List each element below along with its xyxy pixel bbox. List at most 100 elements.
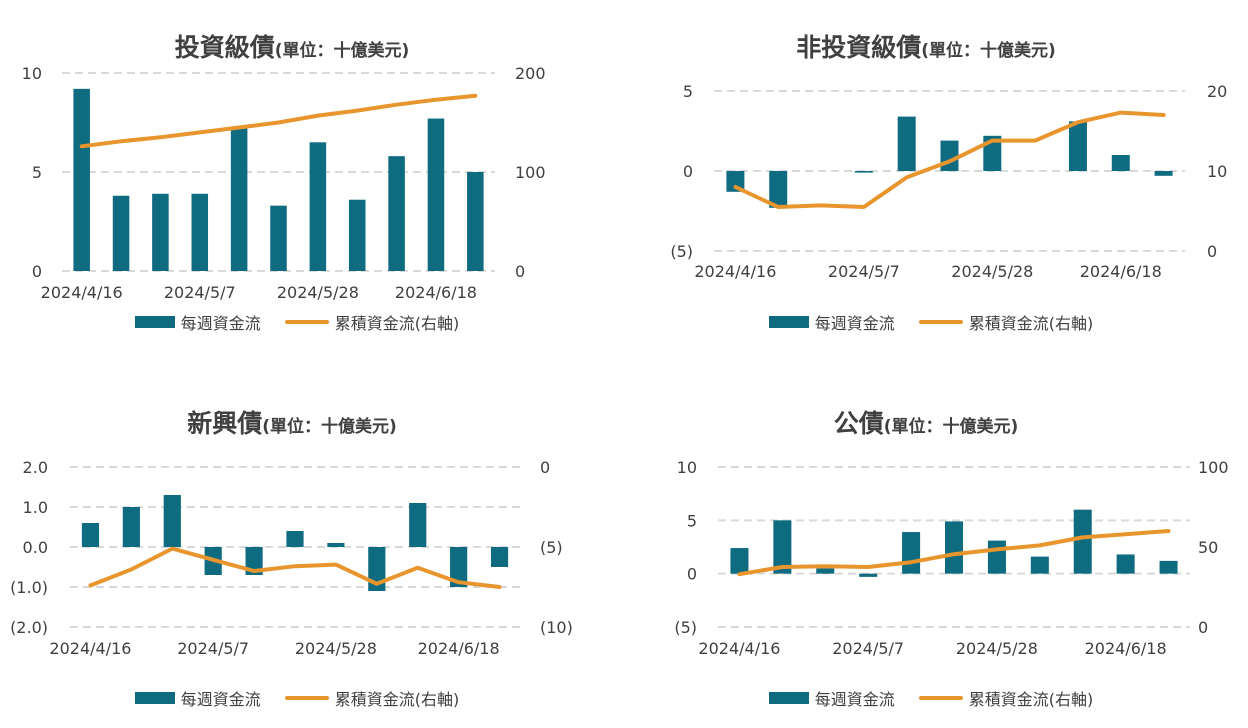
y-left-tick-label: 5 xyxy=(687,511,697,530)
weekly-flow-bar xyxy=(773,520,792,574)
weekly-flow-bar xyxy=(81,523,100,547)
chart-legend: 每週資金流 累積資金流(右軸) xyxy=(614,310,1248,334)
weekly-flow-bar xyxy=(450,547,468,587)
weekly-flow-bar xyxy=(1116,554,1135,574)
y-left-tick-label: 10 xyxy=(22,64,42,83)
weekly-flow-bar xyxy=(490,547,509,567)
legend-swatch-bar xyxy=(134,316,175,328)
weekly-flow-bar xyxy=(409,503,427,547)
legend-item-line: 累積資金流(右軸) xyxy=(918,310,1094,334)
x-tick-label: 2024/5/7 xyxy=(832,639,904,658)
y-right-tick-label: (5) xyxy=(540,538,563,557)
legend-item-bars: 每週資金流 xyxy=(768,686,895,710)
weekly-flow-bar xyxy=(112,195,130,271)
legend-label-line: 累積資金流(右軸) xyxy=(334,314,460,333)
y-left-tick-label: 0 xyxy=(687,565,697,584)
chart-title: 新興債(單位：十億美元) xyxy=(0,404,624,440)
weekly-flow-bar xyxy=(726,171,745,192)
chart-panel-high-yield: 非投資級債(單位：十億美元) (5) 0 5 0 10 20 2024/4/16 2024/5… xyxy=(624,0,1248,364)
weekly-flow-bar xyxy=(122,507,140,547)
y-left-tick-label: (1.0) xyxy=(10,578,48,597)
chart-panel-government: 公債(單位：十億美元) (5) 0 5 10 0 50 100 2024/4/16 2024/5… xyxy=(624,364,1248,728)
weekly-flow-bar xyxy=(152,193,169,271)
weekly-flow-bar xyxy=(1154,171,1173,176)
y-right-tick-label: (10) xyxy=(540,618,573,637)
legend-label-bars: 每週資金流 xyxy=(814,690,895,709)
legend-label-line: 累積資金流(右軸) xyxy=(968,690,1094,709)
y-left-tick-label: 5 xyxy=(683,82,693,101)
cumulative-flow-line xyxy=(733,110,1166,209)
y-left-tick-label: 0 xyxy=(683,162,693,181)
weekly-flow-bar xyxy=(1111,155,1130,171)
chart-legend: 每週資金流 累積資金流(右軸) xyxy=(614,686,1248,710)
weekly-flow-bar xyxy=(987,540,1006,574)
chart-plot: (5) 0 5 0 10 20 2024/4/16 2024/5/7 2024/5/28 2024… xyxy=(670,82,1227,281)
weekly-flow-bar xyxy=(944,521,964,574)
weekly-flow-bar xyxy=(191,193,209,271)
x-tick-label: 2024/5/28 xyxy=(295,639,377,658)
weekly-flow-bar xyxy=(769,171,788,208)
y-right-tick-label: 50 xyxy=(1198,538,1218,557)
weekly-flow-bar xyxy=(940,140,959,171)
cumulative-flow-line xyxy=(88,546,502,589)
x-tick-label: 2024/5/28 xyxy=(277,283,359,302)
legend-item-line: 累積資金流(右軸) xyxy=(284,310,460,334)
weekly-flow-bar xyxy=(902,532,921,574)
chart-title-unit: (單位：十億美元) xyxy=(274,41,410,61)
legend-label-line: 累積資金流(右軸) xyxy=(968,314,1094,333)
chart-title-main: 投資級債 xyxy=(174,33,275,62)
y-right-tick-label: 0 xyxy=(1207,242,1217,261)
x-tick-label: 2024/5/28 xyxy=(951,262,1033,281)
weekly-flow-bar xyxy=(1073,509,1092,574)
y-right-tick-label: 0 xyxy=(515,262,525,281)
legend-label-bars: 每週資金流 xyxy=(814,314,895,333)
weekly-flow-bar xyxy=(348,199,366,271)
weekly-flow-bar xyxy=(730,548,749,574)
weekly-flow-bar xyxy=(73,88,90,271)
x-tick-label: 2024/4/16 xyxy=(694,262,776,281)
y-left-tick-label: (2.0) xyxy=(10,618,48,637)
legend-label-bars: 每週資金流 xyxy=(180,690,261,709)
legend-item-bars: 每週資金流 xyxy=(134,310,261,334)
y-right-tick-label: 100 xyxy=(515,163,546,182)
weekly-flow-bar xyxy=(467,172,484,271)
weekly-flow-bar xyxy=(388,156,405,271)
chart-title-unit: (單位：十億美元) xyxy=(921,41,1056,61)
y-left-tick-label: 1.0 xyxy=(23,498,48,517)
y-left-tick-label: 0.0 xyxy=(23,538,48,557)
y-right-tick-label: 100 xyxy=(1198,458,1229,477)
weekly-flow-bar xyxy=(816,568,835,574)
y-left-tick-label: 2.0 xyxy=(23,458,48,477)
y-right-tick-label: 20 xyxy=(1207,82,1227,101)
weekly-flow-bar xyxy=(286,531,304,547)
legend-item-bars: 每週資金流 xyxy=(134,686,261,710)
x-tick-label: 2024/4/16 xyxy=(49,639,131,658)
y-right-tick-label: 10 xyxy=(1207,162,1227,181)
x-tick-label: 2024/6/18 xyxy=(1085,639,1167,658)
chart-panel-emerging: 新興債(單位：十億美元) (2.0) (1.0) 0.0 1.0 2.0 (10) (5) 0… xyxy=(0,364,624,728)
legend-label-line: 累積資金流(右軸) xyxy=(334,690,460,709)
weekly-flow-bar xyxy=(230,126,248,272)
chart-plot: (2.0) (1.0) 0.0 1.0 2.0 (10) (5) 0 2024/4/16 2024… xyxy=(10,458,573,658)
legend-swatch-bar xyxy=(768,316,809,328)
x-tick-label: 2024/5/7 xyxy=(164,283,236,302)
y-right-tick-label: 0 xyxy=(540,458,550,477)
legend-swatch-bar xyxy=(768,692,809,704)
y-left-tick-label: 5 xyxy=(32,163,42,182)
chart-title: 投資級債(單位：十億美元) xyxy=(0,28,624,64)
legend-label-bars: 每週資金流 xyxy=(180,314,261,333)
legend-swatch-bar xyxy=(134,692,175,704)
weekly-flow-bar xyxy=(427,118,445,271)
weekly-flow-bar xyxy=(163,495,181,547)
weekly-flow-bar xyxy=(1068,121,1087,171)
chart-title-main: 公債 xyxy=(833,409,884,438)
weekly-flow-bar xyxy=(1030,556,1049,574)
chart-title-main: 新興債 xyxy=(187,409,263,438)
chart-title-unit: (單位：十億美元) xyxy=(883,417,1019,437)
chart-legend: 每週資金流 累積資金流(右軸) xyxy=(0,310,624,334)
weekly-flow-bar xyxy=(327,543,345,547)
chart-title-unit: (單位：十億美元) xyxy=(262,417,397,437)
y-left-tick-label: 0 xyxy=(32,262,42,281)
cumulative-flow-line xyxy=(737,529,1171,577)
